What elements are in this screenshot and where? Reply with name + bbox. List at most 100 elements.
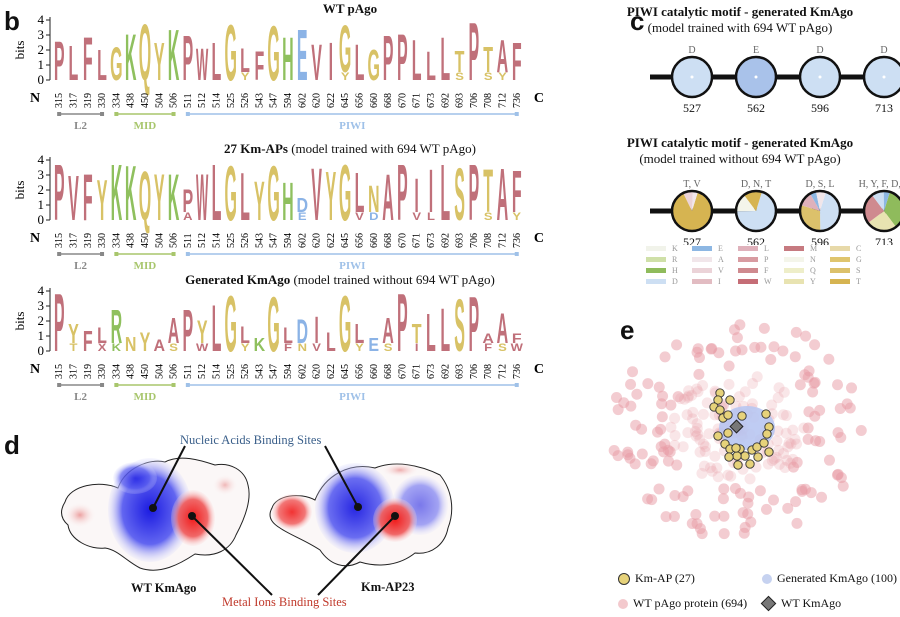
logo-column: AP [183, 184, 194, 223]
wt-pago-point [689, 425, 701, 437]
position-label: 438 [126, 233, 137, 248]
wt-pago-point [844, 402, 856, 414]
position-label: 708 [483, 364, 494, 379]
legend-label: Y [810, 277, 816, 286]
motif-title-bottom: PIWI catalytic motif - generated KmAgo (… [600, 135, 880, 167]
legend-label: Q [810, 266, 816, 275]
logo-letter: F [83, 325, 93, 357]
legend-swatch [646, 279, 666, 284]
logo-letter: L [426, 43, 436, 89]
legend-km-ap-label: Km-AP (27) [635, 571, 695, 585]
position-label: 527 [683, 101, 701, 115]
legend-label: C [856, 244, 862, 253]
panel-c-letter: c [630, 6, 645, 36]
wt-pago-point [630, 419, 642, 431]
wt-pago-point [760, 503, 772, 515]
logo-letter: Y [154, 33, 165, 93]
logo-letter: V [68, 162, 79, 233]
residue-label: D, S, L [806, 179, 835, 190]
position-label: 526 [240, 93, 251, 108]
pointer-nucleic-wt [152, 445, 186, 509]
legend-item-h: H [646, 266, 678, 275]
logo-column: SA [168, 311, 180, 354]
legend-label: G [856, 255, 862, 264]
wt-pago-point [698, 460, 710, 472]
position-label: 670 [397, 364, 408, 379]
logo-letter: K [125, 22, 137, 95]
logo-column: G [339, 283, 351, 369]
position-label: 511 [183, 233, 194, 248]
logo-letter: L [355, 35, 365, 92]
domain-label: PIWI [339, 391, 365, 403]
panel-b-letter: b [4, 6, 20, 36]
domain-l2: L2 [57, 383, 105, 403]
logo-letter: A [482, 332, 494, 347]
legend-label: I [718, 277, 721, 286]
wt-pago-point [690, 430, 702, 442]
legend-swatch [692, 279, 712, 284]
pie-slice [884, 191, 900, 228]
motif-title-top-bold: PIWI catalytic motif - generated KmAgo [626, 4, 854, 19]
legend-swatch [692, 257, 712, 262]
residue-label: T, V [683, 179, 701, 190]
logo-letter: L [240, 41, 250, 79]
wt-pago-point [743, 491, 755, 503]
residue-label: D, N, T [741, 179, 771, 190]
nucleic-acids-label: Nucleic Acids Binding Sites [180, 433, 322, 447]
logo-column: Y [154, 162, 165, 235]
wt-pago-point [729, 483, 741, 495]
residue-label: E [753, 45, 759, 56]
position-label: 438 [126, 364, 137, 379]
position-label: 736 [512, 93, 523, 108]
legend-label: V [718, 266, 724, 275]
wt-pago-point [779, 462, 791, 474]
logo-letter: P [183, 22, 194, 93]
domain-mid: MID [114, 383, 176, 403]
logo-letter-secondary: L [427, 210, 435, 223]
logo-column: N [125, 332, 137, 355]
logo-letter: N [125, 332, 137, 355]
domain-mid: MID [114, 252, 176, 272]
logo-column: WF [511, 332, 524, 354]
wt-pago-point [718, 528, 730, 540]
logo-letter: G [225, 152, 237, 237]
logo-letter: P [383, 22, 394, 93]
wt-pago-point [625, 378, 637, 390]
wt-kmago-diamond-icon [760, 595, 777, 612]
domain-piwi: PIWI [185, 383, 519, 403]
logo-letter: P [54, 152, 65, 238]
legend-label: E [718, 244, 723, 253]
position-label: 334 [111, 93, 122, 108]
y-tick-label: 1 [38, 197, 45, 212]
domain-label: PIWI [339, 120, 365, 132]
wt-pago-point [783, 437, 795, 449]
wt-pago-point [677, 491, 689, 503]
pie-slice [864, 194, 884, 223]
legend-swatch [646, 268, 666, 273]
position-label: 512 [197, 93, 208, 108]
logo-column: K [111, 152, 123, 238]
logo-title-1: WT pAgo [180, 1, 520, 17]
y-tick-label: 2 [38, 182, 45, 197]
position-label: 656 [354, 364, 365, 379]
km-ap-point [725, 395, 735, 405]
logo-letter-secondary: W [196, 341, 209, 354]
position-label: 622 [326, 233, 337, 248]
wt-pago-point [738, 527, 750, 539]
position-label: 511 [183, 93, 194, 108]
wt-pago-point [657, 390, 669, 402]
logo-letter: L [283, 325, 293, 349]
logo-letter: F [512, 160, 522, 226]
logo-column: K [168, 162, 180, 235]
legend-swatch [646, 246, 666, 251]
domain-label: PIWI [339, 260, 365, 272]
km-ap-point [737, 411, 747, 421]
wt-pago-point [699, 441, 711, 453]
wt-pago-point [631, 388, 643, 400]
logo-column: K [168, 16, 180, 96]
motif-site-527: D 527 [670, 45, 714, 115]
logo-letter-secondary: V [312, 341, 321, 354]
km-ap-point [723, 410, 733, 420]
wt-pago-point [739, 386, 751, 398]
